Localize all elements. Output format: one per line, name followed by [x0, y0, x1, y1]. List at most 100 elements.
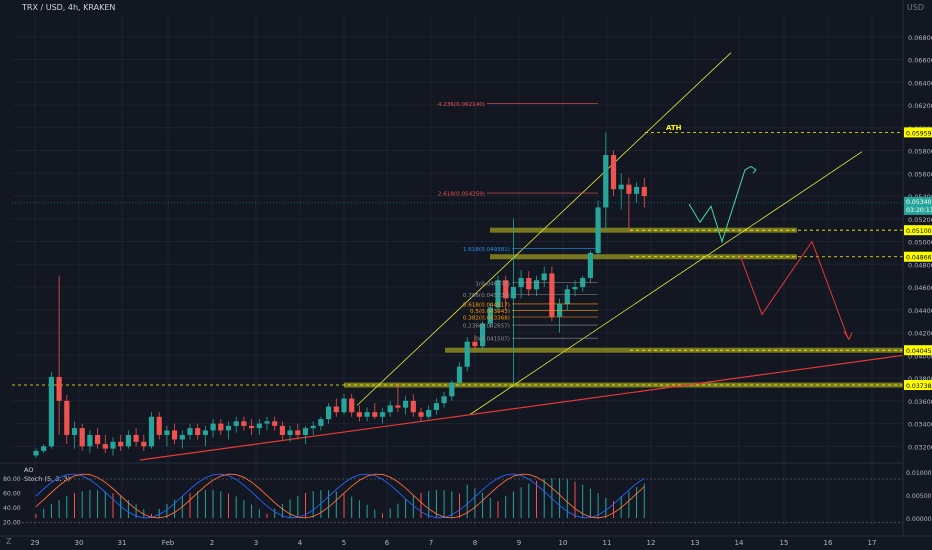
drawing-lines: ATH	[139, 52, 904, 461]
support-trendline	[139, 354, 904, 461]
candle-body	[372, 412, 378, 417]
candle-body	[572, 287, 578, 290]
candle-body	[87, 434, 93, 447]
candle-body	[172, 430, 178, 440]
candle-body	[279, 425, 285, 435]
candle-body	[41, 446, 47, 451]
x-tick-label: 14	[735, 539, 744, 547]
candle-body	[202, 430, 208, 435]
candle-body	[125, 434, 131, 447]
candle-body	[403, 400, 409, 408]
candle-body	[564, 289, 570, 305]
y-tick-label: 0.058000	[908, 148, 932, 156]
candle-body	[187, 428, 193, 435]
candle-body	[195, 428, 201, 435]
x-tick-label: 9	[517, 539, 521, 547]
level-label: 0.048665	[906, 255, 932, 262]
y-tick-label: 0.050000	[908, 239, 932, 247]
x-tick-label: 13	[691, 539, 700, 547]
y-tick-label: 0.066000	[908, 57, 932, 65]
channel-upper	[356, 52, 732, 406]
candle-body	[356, 412, 362, 417]
bearish-projection	[739, 240, 849, 339]
candle-body	[495, 280, 501, 308]
y-tick-label: 0.036000	[908, 398, 932, 406]
candle-body	[71, 428, 78, 435]
channel-lower	[469, 151, 863, 415]
x-tick-label: 5	[342, 539, 346, 547]
y-tick-label: 0.040000	[908, 352, 932, 360]
bullish-projection	[688, 166, 752, 244]
y-tick-label: 0.034000	[908, 421, 932, 429]
candle-body	[526, 277, 532, 290]
fib-label: 0.236(0.042657)	[463, 324, 510, 330]
ath-annotation: ATH	[666, 124, 682, 132]
support-resistance-zones	[12, 131, 903, 388]
candle-body	[310, 425, 316, 429]
y-tick-label: 0.046000	[908, 284, 932, 292]
currency-label: USD	[906, 3, 924, 12]
candle-body	[295, 430, 301, 435]
osc-left-tick: 20.00	[3, 520, 21, 527]
candle-body	[326, 406, 332, 420]
y-tick-label: 0.044000	[908, 307, 932, 315]
candle-body	[533, 280, 540, 290]
candle-body	[480, 323, 486, 347]
x-tick-label: Feb	[162, 539, 175, 547]
bearish-arrowhead	[843, 331, 853, 341]
x-tick-label: 7	[429, 539, 433, 547]
candle-body	[110, 441, 116, 449]
candle-body	[426, 409, 432, 417]
candle-body	[56, 376, 62, 401]
candle-body	[118, 441, 124, 447]
fib-label: 0.786(0.045336)	[463, 293, 510, 299]
candle-body	[364, 412, 370, 417]
candle-body	[233, 421, 239, 426]
candle-body	[379, 412, 386, 417]
osc-left-tick: 60.00	[3, 491, 21, 498]
osc-left-tick: 80.00	[3, 476, 21, 483]
candle-body	[641, 186, 647, 197]
candle-body	[626, 184, 632, 194]
candle-body	[48, 376, 54, 447]
candle-body	[318, 419, 324, 426]
candle-body	[441, 396, 447, 404]
y-tick-label: 0.064000	[908, 79, 932, 87]
candle-body	[610, 155, 617, 190]
candle-body	[95, 434, 101, 445]
x-tick-label: 17	[868, 539, 877, 547]
fib-label: 0.618(0.044517)	[463, 302, 510, 308]
candle-body	[33, 450, 39, 456]
candle-body	[64, 400, 70, 435]
fib-label: 1(0.046378)	[475, 281, 510, 287]
x-tick-label: 8	[473, 539, 477, 547]
level-label-bg	[904, 345, 932, 356]
countdown-label: 03:20:11	[906, 207, 932, 214]
x-tick-label: 29	[31, 539, 40, 547]
candle-body	[287, 430, 293, 435]
timezone-button[interactable]: Z	[6, 537, 12, 546]
candle-body	[603, 155, 609, 208]
level-label-bg	[904, 127, 932, 138]
candle-body	[464, 341, 470, 367]
ao-label: AO	[24, 466, 33, 474]
x-tick-label: 4	[298, 539, 303, 547]
x-tick-label: 2	[210, 539, 214, 547]
candles	[33, 132, 647, 458]
candle-body	[472, 341, 478, 347]
x-tick-label: 16	[824, 539, 833, 547]
candle-body	[410, 400, 416, 413]
candle-body	[549, 273, 555, 317]
x-tick-label: 6	[385, 539, 390, 547]
y-tick-label: 0.052000	[908, 216, 932, 224]
x-tick-label: 15	[780, 539, 789, 547]
candle-body	[148, 416, 155, 447]
candle-body	[510, 287, 516, 299]
y-tick-label: 0.048000	[908, 261, 932, 269]
